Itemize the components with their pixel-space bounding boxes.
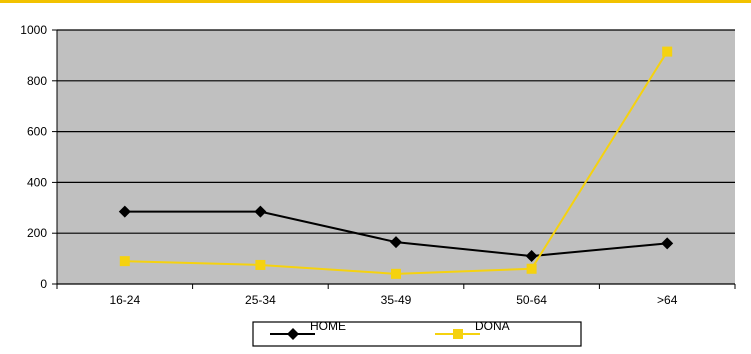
legend-marker-home [287, 328, 299, 340]
series-home [118, 205, 674, 263]
legend-label-home: HOME [310, 319, 346, 333]
series-group [118, 46, 674, 279]
series-dona [119, 46, 673, 279]
data-point-dona [255, 259, 266, 270]
x-tick-label: 16-24 [109, 293, 140, 307]
y-axis-ticks: 0 200 400 600 800 1000 [20, 23, 58, 291]
data-point-home [118, 205, 131, 218]
x-tick-label: >64 [657, 293, 678, 307]
y-tick-label: 400 [27, 175, 47, 189]
x-tick-label: 50-64 [516, 293, 547, 307]
data-point-dona [391, 268, 401, 279]
y-tick-label: 1000 [20, 23, 47, 37]
x-tick-label: 25-34 [245, 293, 276, 307]
data-point-home [661, 237, 674, 250]
gridlines [57, 29, 735, 285]
data-point-dona [662, 46, 673, 57]
legend: HOME DONA [252, 319, 582, 347]
x-axis-ticks: 16-24 25-34 35-49 50-64 >64 [56, 284, 736, 307]
legend-label-dona: DONA [475, 319, 510, 333]
y-tick-label: 0 [40, 277, 47, 291]
data-point-dona [526, 263, 537, 274]
legend-marker-dona [453, 329, 463, 339]
top-accent-bar [0, 0, 751, 3]
y-tick-label: 200 [27, 226, 47, 240]
data-point-home [525, 250, 538, 263]
data-point-dona [119, 256, 130, 267]
data-point-home [254, 205, 267, 218]
y-tick-label: 600 [27, 125, 47, 139]
data-point-home [390, 236, 402, 249]
y-tick-label: 800 [27, 74, 47, 88]
x-tick-label: 35-49 [381, 293, 412, 307]
